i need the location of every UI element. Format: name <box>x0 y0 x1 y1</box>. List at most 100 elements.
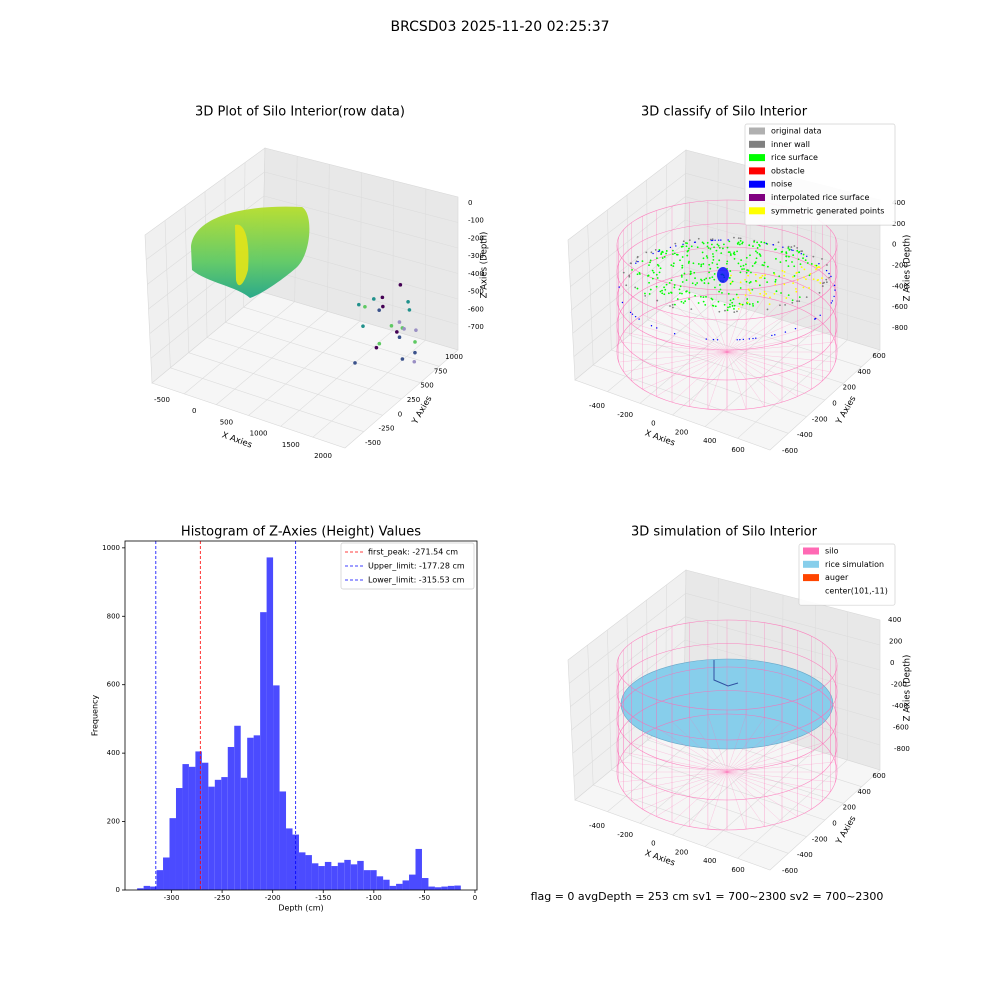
scatter-dot <box>803 276 805 279</box>
scatter-dot <box>709 267 712 270</box>
scatter-dot <box>735 293 738 296</box>
scatter-dot <box>741 242 744 245</box>
scatter-dot <box>821 285 824 287</box>
legend-label: center(101,-11) <box>825 586 888 595</box>
x-tick-label: 1500 <box>282 441 300 449</box>
scatter-dot <box>745 271 748 274</box>
scatter-dot <box>787 247 790 249</box>
silo-wire <box>618 351 728 363</box>
histogram-bar <box>389 885 397 890</box>
scatter-dot <box>741 241 744 244</box>
scatter-dot <box>834 289 836 291</box>
silo-wire <box>656 307 728 353</box>
silo-wire <box>726 771 836 783</box>
pane-grid <box>312 340 426 438</box>
silo-wire <box>631 742 728 773</box>
z-axis-label: Z Axies (Depth) <box>903 655 913 722</box>
silo-wire <box>726 771 798 817</box>
histogram-bar <box>150 886 157 890</box>
scatter-dot <box>787 294 790 297</box>
scatter-dot <box>685 245 688 248</box>
x-tick-label: -300 <box>164 894 180 902</box>
z-tick-label: -800 <box>894 745 910 753</box>
scatter-dot <box>784 331 787 333</box>
silo-wire <box>623 332 728 353</box>
scatter-dot <box>815 268 817 271</box>
scatter-dot <box>400 357 405 361</box>
scatter-dot <box>701 251 704 254</box>
scatter-dot <box>651 277 654 280</box>
scatter-dot <box>705 255 708 257</box>
scatter-dot <box>681 264 684 267</box>
legend-label: original data <box>771 127 822 136</box>
silo-wire <box>642 734 728 773</box>
scatter-dot <box>802 253 805 256</box>
scatter-dot <box>775 257 777 260</box>
silo-wire <box>618 761 728 773</box>
scatter-dot <box>733 311 736 314</box>
histogram-bar <box>337 862 345 890</box>
scatter-dot <box>714 305 717 308</box>
silo-wire <box>726 771 812 810</box>
scatter-dot <box>692 262 695 265</box>
scatter-dot <box>685 290 688 293</box>
scatter-dot <box>774 334 776 336</box>
y-tick-label: -200 <box>812 835 828 843</box>
y-tick-label: 200 <box>107 818 120 826</box>
scatter-dot <box>747 274 749 277</box>
scatter-dot <box>797 258 800 261</box>
scatter-dot <box>763 261 766 264</box>
silo-wire <box>726 714 747 773</box>
histogram-bar <box>266 557 274 890</box>
scatter-dot <box>717 239 720 241</box>
scatter-dot <box>719 288 722 291</box>
legend-label: Lower_limit: -315.53 cm <box>368 576 465 585</box>
silo-wire <box>671 721 728 773</box>
silo-wire <box>726 717 765 773</box>
scatter-dot <box>708 277 711 279</box>
scatter-dot <box>750 271 752 274</box>
scatter-dot <box>716 339 719 341</box>
silo-wire <box>689 717 728 773</box>
footer-text: flag = 0 avgDepth = 253 cm sv1 = 700~230… <box>531 890 884 903</box>
silo-wire <box>671 351 728 403</box>
scatter-dot <box>694 277 696 280</box>
scatter-dot <box>727 306 729 309</box>
scatter-dot <box>739 265 742 268</box>
z-tick-label: -400 <box>892 702 908 710</box>
scatter-dot <box>412 359 417 364</box>
scatter-dot <box>665 252 667 255</box>
scatter-dot <box>754 261 757 264</box>
scatter-dot <box>802 286 805 289</box>
scatter-dot <box>628 274 631 277</box>
scatter-dot <box>759 292 762 295</box>
scatter-dot <box>748 244 751 247</box>
scatter-dot <box>696 246 699 249</box>
z-tick-label: -600 <box>892 303 908 311</box>
scatter-dot <box>814 264 816 267</box>
legend-box <box>744 123 896 226</box>
scatter-dot <box>671 249 674 252</box>
silo-wire <box>656 351 728 397</box>
silo-wire <box>631 351 728 382</box>
scatter-dot <box>810 263 813 265</box>
scatter-dot <box>739 287 742 289</box>
scatter-dot <box>798 271 800 274</box>
y-tick-label: 250 <box>407 396 420 404</box>
scatter-dot <box>681 266 684 269</box>
scatter-dot <box>785 255 788 258</box>
scatter-dot <box>748 338 751 340</box>
scatter-dot <box>726 260 729 263</box>
scatter-dot <box>663 256 666 258</box>
scatter-dot <box>661 257 664 259</box>
scatter-dot <box>738 302 741 305</box>
scatter-dot <box>705 277 708 280</box>
scatter-dot <box>760 276 763 279</box>
scatter-dot <box>682 240 685 243</box>
scatter-dot <box>681 245 684 248</box>
scatter-dot <box>678 288 681 291</box>
scatter-dot <box>679 259 681 262</box>
silo-wire <box>642 771 728 810</box>
scatter-dot <box>670 264 673 267</box>
histogram-bar <box>195 751 202 890</box>
